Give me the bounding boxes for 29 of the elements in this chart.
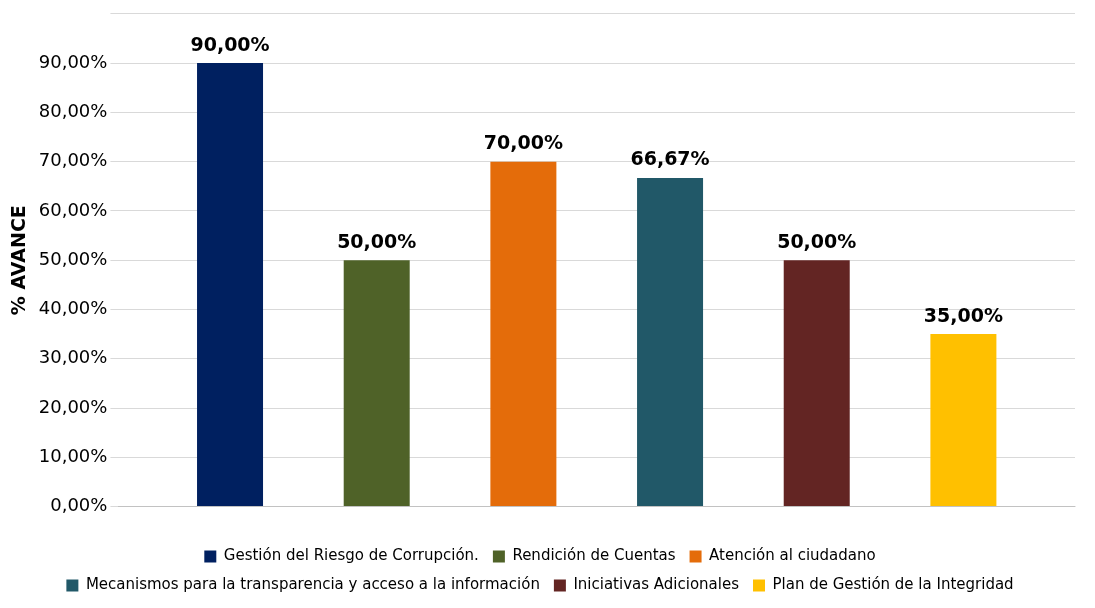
data-label: 50,00% <box>777 229 857 252</box>
y-tick-label: 30,00% <box>38 346 108 368</box>
legend-label: Mecanismos para la transparencia y acceso a la información <box>85 575 540 594</box>
data-label: 35,00% <box>923 303 1003 326</box>
data-label: 50,00% <box>337 229 417 252</box>
y-tick-label: 40,00% <box>38 297 108 319</box>
y-tick-label: 50,00% <box>38 247 108 269</box>
legend-label: Atención al ciudadano <box>709 546 876 565</box>
data-label: 90,00% <box>190 32 270 55</box>
y-tick-label: 60,00% <box>38 198 108 220</box>
data-label: 66,67% <box>630 147 710 170</box>
y-tick-label: 70,00% <box>38 149 108 171</box>
bar <box>490 161 557 507</box>
legend-label: Iniciativas Adicionales <box>573 575 740 594</box>
bar <box>197 63 264 507</box>
y-tick-label: 0,00% <box>50 494 108 516</box>
bar <box>637 178 704 507</box>
y-tick-label: 10,00% <box>38 444 108 466</box>
data-label: 70,00% <box>483 131 563 154</box>
legend-label: Plan de Gestión de la Integridad <box>772 575 1014 594</box>
y-tick-label: 80,00% <box>38 100 108 122</box>
y-tick-label: 90,00% <box>38 50 108 72</box>
bar <box>343 260 410 507</box>
legend-label: Gestión del Riesgo de Corrupción. <box>223 546 479 565</box>
legend-label: Rendición de Cuentas <box>512 546 676 565</box>
bar <box>930 334 997 507</box>
y-axis-title: % AVANCE <box>7 205 30 316</box>
y-tick-label: 20,00% <box>38 395 108 417</box>
bar <box>783 260 850 507</box>
